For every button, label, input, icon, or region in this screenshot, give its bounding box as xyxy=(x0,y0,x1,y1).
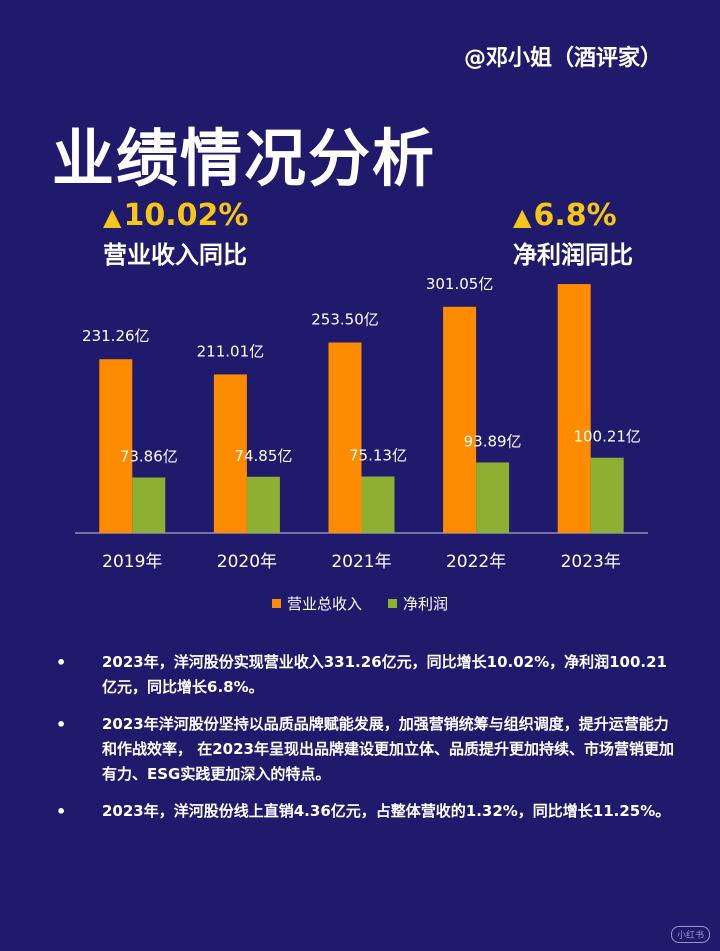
data-label-revenue: 301.05亿 xyxy=(426,275,494,293)
bar-chart: 231.26亿 73.86亿 2019年 211.01亿 74.85亿 2020年 253.… xyxy=(75,270,648,572)
x-tick-label: 2020年 xyxy=(217,552,277,572)
bar-profit xyxy=(476,462,510,533)
data-label-profit: 100.21亿 xyxy=(573,428,641,446)
kpi-revenue-value: ▲10.02% xyxy=(103,198,248,233)
bar-revenue xyxy=(443,306,477,533)
list-item: • 2023年，洋河股份线上直销4.36亿元，占整体营收的1.32%，同比增长11… xyxy=(56,799,676,824)
bar-profit xyxy=(361,476,395,533)
bar-profit xyxy=(132,477,166,533)
data-label-profit: 74.85亿 xyxy=(234,447,292,465)
up-triangle-icon: ▲ xyxy=(103,203,122,231)
bar-profit xyxy=(246,476,280,533)
kpi-revenue-number: 10.02% xyxy=(123,198,249,233)
bullet-icon: • xyxy=(56,715,67,734)
chart-legend: 营业总收入 净利润 xyxy=(0,593,720,614)
bullet-icon: • xyxy=(56,802,67,821)
kpi-profit-value: ▲6.8% xyxy=(513,198,633,233)
kpi-profit-number: 6.8% xyxy=(533,198,617,233)
author-handle: @邓小姐（酒评家） xyxy=(463,46,662,71)
kpi-profit-label: 净利润同比 xyxy=(513,241,633,269)
bar-revenue xyxy=(328,342,362,533)
bar-revenue xyxy=(213,374,247,533)
legend-item-profit: 净利润 xyxy=(388,593,448,614)
data-label-revenue: 253.50亿 xyxy=(311,311,379,329)
summary-list: • 2023年，洋河股份实现营业收入331.26亿元，同比增长10.02%，净利润… xyxy=(56,650,676,836)
bar-profit xyxy=(590,457,624,533)
bullet-icon: • xyxy=(56,653,67,672)
data-label-revenue: 211.01亿 xyxy=(197,342,265,360)
x-tick-label: 2022年 xyxy=(446,552,506,572)
bar-revenue xyxy=(99,359,133,533)
x-tick-label: 2023年 xyxy=(561,552,621,572)
data-label-profit: 73.86亿 xyxy=(120,447,178,465)
bullet-text: 2023年，洋河股份实现营业收入331.26亿元，同比增长10.02%，净利润1… xyxy=(102,653,667,696)
kpi-profit: ▲6.8% 净利润同比 xyxy=(513,198,633,270)
x-tick-label: 2021年 xyxy=(331,552,391,572)
up-triangle-icon: ▲ xyxy=(513,203,532,231)
page-title: 业绩情况分析 xyxy=(52,122,437,195)
legend-swatch-profit xyxy=(388,599,397,608)
bullet-text: 2023年洋河股份坚持以品质品牌赋能发展，加强营销统筹与组织调度，提升运营能力和… xyxy=(102,715,674,783)
legend-label-profit: 净利润 xyxy=(403,595,449,613)
x-tick-label: 2019年 xyxy=(102,552,162,572)
bar-revenue xyxy=(557,284,591,533)
data-label-profit: 93.89亿 xyxy=(464,432,522,450)
kpi-revenue: ▲10.02% 营业收入同比 xyxy=(103,198,248,270)
data-label-revenue: 231.26亿 xyxy=(82,327,150,345)
legend-label-revenue: 营业总收入 xyxy=(286,595,362,613)
legend-swatch-revenue xyxy=(271,599,281,608)
list-item: • 2023年，洋河股份实现营业收入331.26亿元，同比增长10.02%，净利润… xyxy=(56,650,676,700)
legend-item-revenue: 营业总收入 xyxy=(271,593,362,614)
list-item: • 2023年洋河股份坚持以品质品牌赋能发展，加强营销统筹与组织调度，提升运营能力… xyxy=(56,712,676,787)
watermark: 小红书 xyxy=(670,926,710,943)
kpi-revenue-label: 营业收入同比 xyxy=(103,241,247,269)
data-label-profit: 75.13亿 xyxy=(349,447,407,465)
bullet-text: 2023年，洋河股份线上直销4.36亿元，占整体营收的1.32%，同比增长11.… xyxy=(102,802,671,820)
